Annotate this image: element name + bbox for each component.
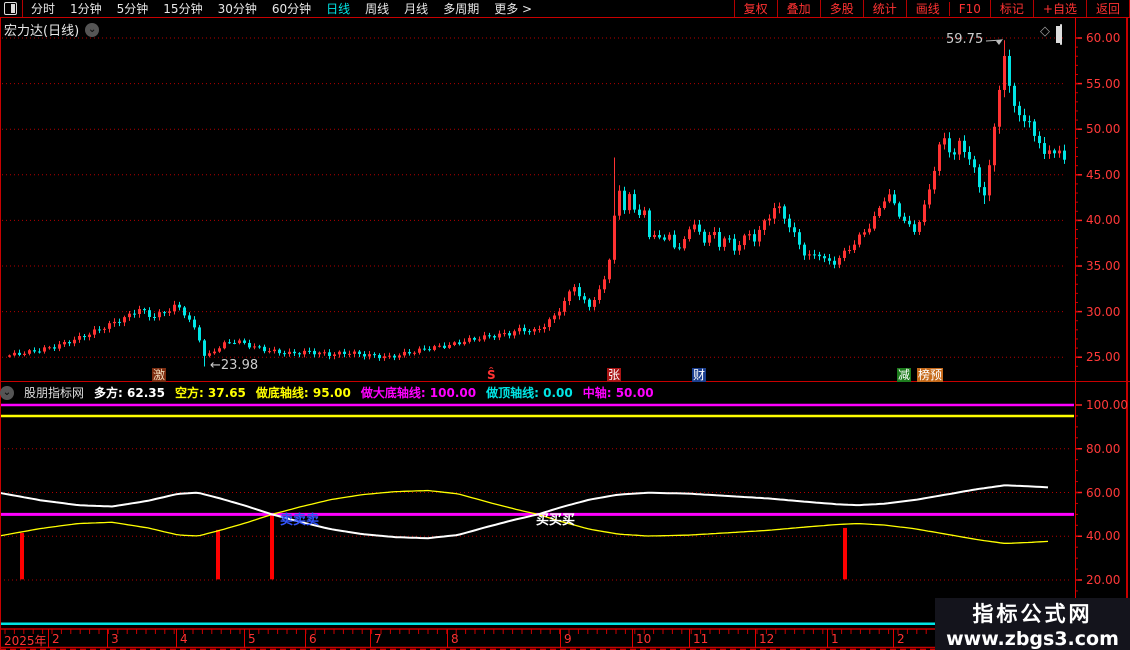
title-dropdown-icon[interactable]: ⌄ xyxy=(85,22,100,37)
indicator-field-空方: 空方: 37.65 xyxy=(174,386,246,400)
window-split-icon[interactable] xyxy=(4,2,17,15)
watermark-site-box: 指标公式网 www.zbgs3.com xyxy=(935,598,1130,650)
signal-text: 卖卖卖 xyxy=(280,513,320,528)
price-axis-label: 60.00 xyxy=(1086,31,1121,45)
action-item-多股[interactable]: 多股 xyxy=(819,0,863,17)
timeline-label-7: 7 xyxy=(374,632,382,646)
indicator-axis-label: 100.00 xyxy=(1086,398,1128,412)
indicator-field-多方: 多方: 62.35 xyxy=(94,386,165,400)
period-item-60分钟[interactable]: 60分钟 xyxy=(271,2,312,16)
timeline-label-6: 6 xyxy=(309,632,317,646)
ad-sticker: 榜预 xyxy=(917,368,944,382)
ad-sticker: Ŝ xyxy=(487,368,496,382)
price-axis-label: 50.00 xyxy=(1086,122,1121,137)
period-menu: 分时 1分钟 5分钟 15分钟 30分钟 60分钟 日线 周线 月线 多周期 更多 > xyxy=(31,0,532,17)
period-item-15分钟[interactable]: 15分钟 xyxy=(163,2,203,16)
price-axis-label: 25.00 xyxy=(1086,350,1121,365)
ad-sticker: 减 xyxy=(897,368,912,382)
action-item-复权[interactable]: 复权 xyxy=(733,0,777,17)
diamond-marker-icon[interactable]: ◇ xyxy=(1040,24,1050,39)
indicator-axis-label: 20.00 xyxy=(1086,573,1121,587)
panel-layout-icon[interactable] xyxy=(1056,24,1062,45)
price-axis-label: 45.00 xyxy=(1086,167,1121,182)
ad-sticker: 财 xyxy=(692,368,707,382)
action-item-标记[interactable]: 标记 xyxy=(989,0,1033,17)
period-item-月线[interactable]: 月线 xyxy=(404,2,429,16)
ad-sticker: 张 xyxy=(607,368,622,382)
action-item-F10[interactable]: F10 xyxy=(948,1,990,16)
watermark-site-name: 指标公式网 xyxy=(972,602,1093,626)
period-toolbar: 分时 1分钟 5分钟 15分钟 30分钟 60分钟 日线 周线 月线 多周期 更多 > 复权 叠加 多股… xyxy=(0,0,1130,18)
price-axis-label: 40.00 xyxy=(1086,213,1121,228)
timeline-label-4: 4 xyxy=(180,632,188,646)
indicator-axis-label: 80.00 xyxy=(1086,441,1121,456)
timeline-label-8: 8 xyxy=(451,632,459,646)
period-item-30分钟[interactable]: 30分钟 xyxy=(217,2,257,16)
indicator-axis-label: 60.00 xyxy=(1086,485,1121,500)
timeline-label-3: 3 xyxy=(111,632,119,646)
page-title: 宏力达(日线) xyxy=(4,24,80,39)
timeline-label-9: 9 xyxy=(564,632,572,646)
indicator-header: ⌄ 股朋指标网 多方: 62.35 空方: 37.65 做底轴线: 95.00 做大底… xyxy=(0,383,1072,402)
watermark-site-url: www.zbgs3.com xyxy=(946,628,1119,650)
indicator-field-中轴: 中轴: 50.00 xyxy=(582,386,654,400)
price-axis-label: 35.00 xyxy=(1086,259,1121,273)
indicator-axis-label: 40.00 xyxy=(1086,529,1121,544)
price-axis-label: 55.00 xyxy=(1086,76,1121,91)
timeline-label-2: 2 xyxy=(52,632,60,646)
timeline-label-2: 2 xyxy=(897,632,905,646)
period-item-多周期[interactable]: 多周期 xyxy=(443,2,480,16)
high-price-annotation: 59.75 xyxy=(946,32,984,47)
indicator-field-做顶轴线: 做顶轴线: 0.00 xyxy=(486,386,573,400)
period-item-更多 >[interactable]: 更多 > xyxy=(494,2,533,16)
signal-text: 买买买 xyxy=(536,513,576,528)
timeline-label-11: 11 xyxy=(693,632,709,646)
indicator-field-做底轴线: 做底轴线: 95.00 xyxy=(255,386,351,400)
timeline-label-2025年: 2025年 xyxy=(4,634,47,648)
action-item-画线[interactable]: 画线 xyxy=(905,0,949,17)
price-axis-label: 30.00 xyxy=(1086,304,1121,319)
action-item-返回[interactable]: 返回 xyxy=(1085,0,1130,17)
low-price-annotation: ←23.98 xyxy=(210,358,259,373)
action-item-+自选[interactable]: +自选 xyxy=(1032,0,1086,17)
period-item-5分钟[interactable]: 5分钟 xyxy=(116,2,149,16)
indicator-field-做大底轴线: 做大底轴线: 100.00 xyxy=(360,386,477,400)
timeline-label-5: 5 xyxy=(248,632,256,646)
indicator-collapse-icon[interactable]: ⌄ xyxy=(0,385,14,400)
period-item-1分钟[interactable]: 1分钟 xyxy=(70,2,102,16)
timeline-label-10: 10 xyxy=(636,632,652,646)
ad-sticker: 激 xyxy=(152,368,167,382)
timeline-label-12: 12 xyxy=(759,632,775,646)
period-item-分时[interactable]: 分时 xyxy=(31,2,56,16)
action-item-叠加[interactable]: 叠加 xyxy=(776,0,820,17)
action-item-统计[interactable]: 统计 xyxy=(862,0,906,17)
timeline-label-1: 1 xyxy=(831,632,839,646)
period-item-周线[interactable]: 周线 xyxy=(365,2,390,16)
chart-titlebar[interactable]: 宏力达(日线) ⌄ xyxy=(4,20,100,39)
indicator-source: 股朋指标网 xyxy=(24,386,85,400)
action-menu: 复权 叠加 多股 统计 画线 F10 标记 +自选 返回 xyxy=(733,0,1130,17)
period-item-日线[interactable]: 日线 xyxy=(326,2,351,16)
